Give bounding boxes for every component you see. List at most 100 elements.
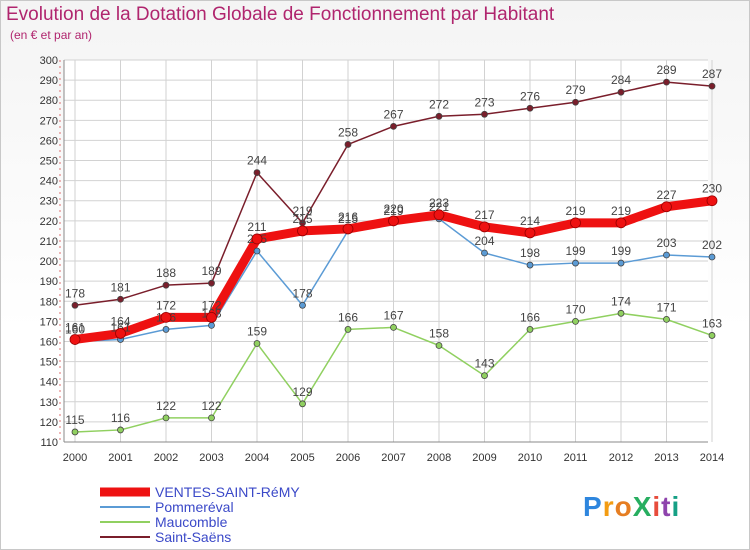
data-label: 159 bbox=[247, 324, 267, 338]
data-point bbox=[572, 317, 579, 325]
data-label: 158 bbox=[429, 326, 449, 340]
data-point bbox=[160, 311, 172, 323]
data-label: 219 bbox=[292, 204, 312, 218]
data-point bbox=[572, 259, 579, 267]
data-label: 211 bbox=[247, 220, 266, 234]
data-point bbox=[69, 334, 81, 345]
data-label: 161 bbox=[110, 320, 130, 334]
data-point bbox=[526, 261, 534, 269]
data-label: 189 bbox=[201, 264, 221, 278]
y-tick-label: 160 bbox=[40, 336, 58, 348]
x-tick-label: 2003 bbox=[199, 452, 223, 464]
data-label: 174 bbox=[611, 294, 631, 308]
data-point bbox=[481, 110, 488, 118]
data-point bbox=[297, 225, 308, 237]
y-tick-label: 180 bbox=[40, 296, 58, 308]
data-point bbox=[708, 82, 716, 90]
data-label: 227 bbox=[656, 188, 676, 202]
data-point bbox=[390, 323, 397, 331]
data-label: 166 bbox=[338, 310, 358, 324]
data-label: 289 bbox=[656, 63, 676, 77]
y-tick-label: 170 bbox=[40, 316, 58, 328]
x-tick-label: 2013 bbox=[654, 452, 678, 464]
data-label: 214 bbox=[520, 214, 540, 228]
data-point bbox=[117, 295, 124, 303]
data-label: 199 bbox=[611, 244, 631, 258]
data-point bbox=[481, 372, 488, 380]
data-label: 219 bbox=[611, 204, 631, 218]
data-label: 267 bbox=[383, 107, 403, 121]
logo-letter: t bbox=[661, 491, 672, 522]
data-label: 273 bbox=[474, 95, 494, 109]
data-point bbox=[388, 215, 399, 227]
x-tick-label: 2009 bbox=[472, 452, 496, 464]
x-tick-label: 2014 bbox=[700, 452, 724, 464]
logo-letter: o bbox=[614, 491, 633, 522]
x-tick-label: 2010 bbox=[518, 452, 542, 464]
data-label: 217 bbox=[474, 208, 494, 222]
data-point bbox=[526, 104, 534, 112]
data-point bbox=[251, 233, 263, 245]
data-label: 166 bbox=[520, 310, 540, 324]
data-point bbox=[344, 326, 352, 333]
y-tick-label: 210 bbox=[40, 236, 58, 248]
chart-title: Evolution de la Dotation Globale de Fonc… bbox=[6, 4, 555, 25]
legend-label: Maucomble bbox=[155, 514, 228, 530]
logo-letter: X bbox=[632, 491, 653, 522]
x-tick-label: 2008 bbox=[427, 452, 451, 464]
x-tick-label: 2012 bbox=[609, 452, 633, 464]
data-label: 230 bbox=[702, 182, 722, 196]
data-label: 122 bbox=[201, 399, 221, 413]
x-tick-label: 2006 bbox=[336, 452, 360, 464]
data-label: 167 bbox=[383, 308, 403, 322]
data-point bbox=[433, 209, 445, 221]
data-point bbox=[663, 251, 670, 259]
legend-label: Saint-Saëns bbox=[155, 529, 231, 545]
x-tick-label: 2001 bbox=[108, 452, 132, 464]
data-point bbox=[617, 88, 625, 96]
data-label: 216 bbox=[338, 210, 358, 224]
x-tick-label: 2005 bbox=[290, 452, 314, 464]
data-point bbox=[435, 342, 443, 349]
data-label: 215 bbox=[338, 212, 358, 226]
logo-letter: P bbox=[583, 491, 603, 522]
data-point bbox=[708, 332, 716, 339]
data-label: 219 bbox=[383, 204, 403, 218]
data-label: 160 bbox=[65, 322, 85, 336]
data-point bbox=[162, 281, 170, 289]
data-label: 171 bbox=[656, 300, 676, 314]
data-label: 181 bbox=[110, 280, 130, 294]
data-point bbox=[253, 169, 261, 176]
x-tick-label: 2002 bbox=[154, 452, 178, 464]
y-tick-label: 220 bbox=[40, 216, 58, 228]
data-label: 116 bbox=[111, 411, 130, 425]
data-label: 129 bbox=[292, 385, 312, 399]
y-tick-label: 230 bbox=[40, 196, 58, 208]
y-tick-label: 290 bbox=[40, 75, 58, 87]
y-tick-label: 270 bbox=[40, 115, 58, 127]
data-label: 258 bbox=[338, 125, 358, 139]
x-tick-label: 2007 bbox=[381, 452, 405, 464]
data-label: 244 bbox=[247, 154, 267, 168]
data-label: 122 bbox=[156, 399, 176, 413]
data-label: 221 bbox=[429, 200, 449, 214]
data-label: 223 bbox=[429, 196, 449, 210]
data-label: 287 bbox=[702, 67, 722, 81]
data-label: 202 bbox=[702, 238, 722, 252]
data-point bbox=[253, 340, 261, 347]
data-point bbox=[162, 326, 170, 333]
data-label: 163 bbox=[702, 316, 722, 330]
data-point bbox=[481, 249, 488, 257]
data-point bbox=[572, 98, 579, 106]
legend-label: Pommeréval bbox=[155, 499, 234, 515]
data-label: 115 bbox=[65, 413, 84, 427]
data-label: 172 bbox=[201, 298, 221, 312]
y-tick-label: 140 bbox=[40, 377, 58, 389]
data-point bbox=[71, 301, 79, 309]
data-point bbox=[524, 227, 536, 239]
data-point bbox=[706, 195, 718, 207]
data-point bbox=[162, 414, 170, 422]
data-label: 178 bbox=[292, 286, 312, 300]
data-point bbox=[615, 217, 627, 229]
y-tick-label: 250 bbox=[40, 156, 58, 168]
